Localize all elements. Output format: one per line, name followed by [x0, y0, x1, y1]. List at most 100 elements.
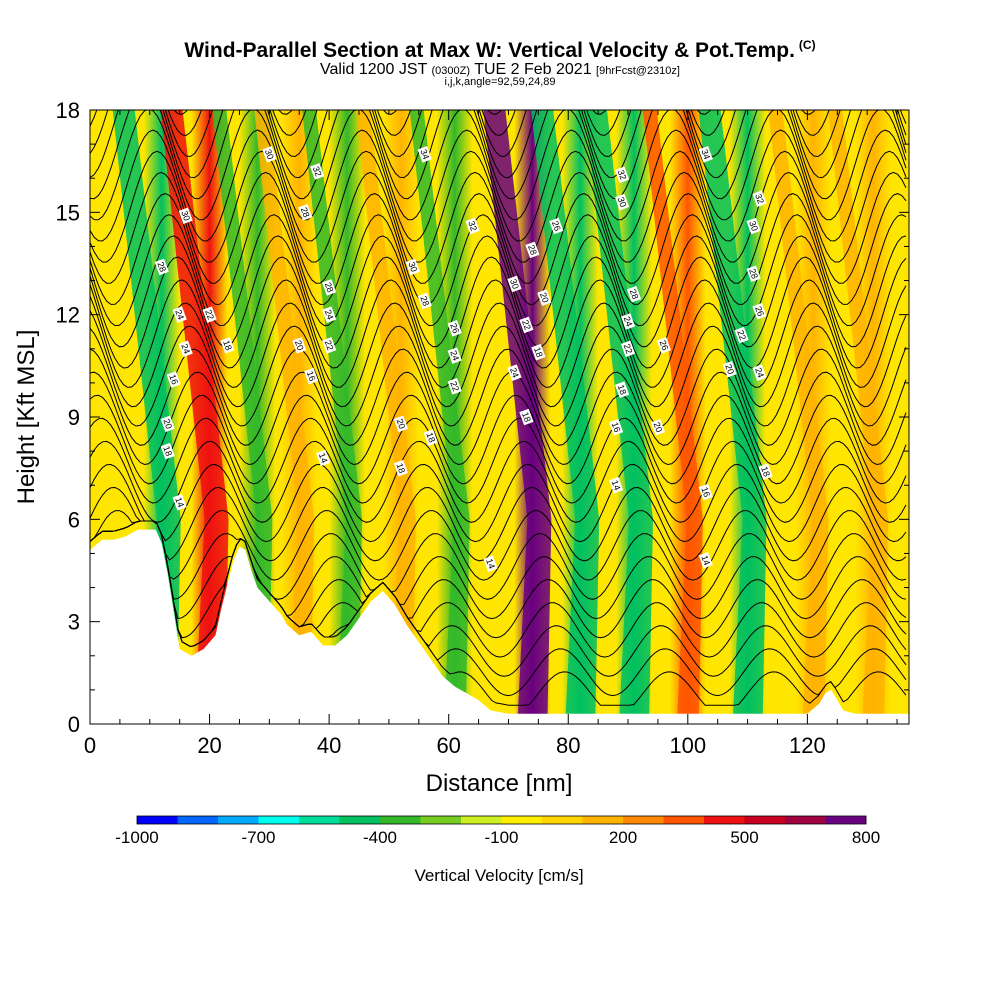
forecast-info: [9hrFcst@2310z] [596, 65, 680, 77]
y-tick-label: 18 [56, 98, 80, 123]
isentrope-label: 24 [622, 315, 635, 328]
colorbar-swatch [704, 816, 745, 824]
isentrope-line [90, 110, 907, 136]
colorbar-tick-label: -700 [241, 828, 275, 847]
isentrope-label: 14 [484, 557, 497, 570]
isentrope-label: 18 [759, 465, 772, 478]
isentrope-label-bg [202, 306, 217, 323]
isentrope-label-bg [698, 551, 713, 569]
isentrope-label: 18 [616, 383, 629, 396]
isentrope-label: 28 [299, 206, 312, 219]
isentrope-label: 30 [747, 220, 760, 233]
velocity-band [160, 110, 229, 724]
velocity-band [483, 110, 552, 724]
isentrope-label: 14 [173, 496, 186, 509]
isentrope-label: 32 [616, 168, 629, 181]
isentrope-label-bg [160, 415, 175, 433]
isentrope-label: 20 [293, 339, 306, 352]
valid-date: TUE 2 Feb 2021 [474, 61, 592, 78]
isentrope-label: 16 [699, 486, 712, 499]
isentrope-label: 26 [753, 305, 766, 318]
isentrope-label-bg [608, 476, 624, 494]
isentrope-label-bg [650, 418, 666, 436]
colorbar-tick-label: -400 [363, 828, 397, 847]
isentrope-label-bg [519, 408, 534, 426]
isentrope-label: 22 [203, 308, 216, 321]
isentrope-label: 28 [323, 281, 336, 294]
isentrope-line [90, 110, 907, 179]
isentrope-label: 26 [448, 322, 461, 335]
isentrope-line [90, 417, 907, 504]
isentrope-label-bg [322, 306, 337, 323]
isentrope-label-bg [166, 371, 181, 388]
isentrope-label: 14 [317, 452, 330, 465]
isentrope-label: 32 [466, 220, 479, 233]
isentrope-label: 18 [161, 445, 174, 458]
isentrope-line [90, 510, 907, 581]
velocity-band [698, 110, 767, 724]
isentrope-label: 28 [628, 288, 641, 301]
isentrope-label: 30 [179, 209, 192, 222]
isentrope-line [173, 110, 816, 115]
isentrope-label-bg [178, 207, 193, 225]
isentrope-label: 16 [305, 370, 318, 383]
isentrope-label-bg [393, 415, 408, 433]
isentrope-label-bg [758, 463, 773, 480]
isentrope-label: 22 [735, 329, 748, 342]
isentrope-line [90, 325, 907, 427]
isentrope-label: 18 [424, 431, 437, 444]
isentrope-line [90, 279, 907, 388]
isentrope-label: 20 [161, 417, 174, 430]
velocity-band [212, 110, 273, 724]
isentrope-label-bg [423, 429, 438, 446]
isentrope-label-bg [525, 241, 540, 259]
y-tick-label: 15 [56, 200, 80, 225]
isentrope-label-bg [698, 483, 713, 501]
colorbar-swatch [663, 816, 705, 824]
isentrope-labels: 16 28 30 24 24 22 18 20 18 14 30 32 34 28 28 24 20 22 16 14… [154, 146, 773, 572]
isentrope-label: 26 [550, 220, 563, 233]
isentrope-label-bg [519, 316, 534, 334]
isentrope-label: 22 [448, 380, 461, 393]
isentrope-line [90, 463, 907, 543]
y-tick-label: 3 [68, 610, 80, 635]
isentrope-line [90, 171, 907, 284]
isentrope-label-bg [220, 337, 235, 354]
isentrope-label-bg [405, 258, 420, 276]
colorbar-tick-label: -1000 [115, 828, 158, 847]
isentrope-label: 26 [657, 339, 670, 352]
isentrope-line [90, 520, 907, 658]
colorbar-tick-label: 800 [852, 828, 880, 847]
colorbar-swatch [218, 816, 259, 824]
isentrope-label-bg [752, 364, 767, 381]
isentrope-label-bg [656, 337, 671, 354]
isentrope-label: 14 [610, 479, 623, 492]
colorbar-swatch [501, 816, 543, 824]
y-tick-label: 0 [68, 712, 80, 737]
isentrope-label: 18 [394, 462, 407, 475]
isentrope-label-bg [746, 265, 761, 283]
terrain [90, 529, 909, 724]
colorbar-swatch [582, 816, 624, 824]
isentrope-label-bg [154, 258, 169, 276]
colorbar-swatch [461, 816, 502, 824]
isentrope-label: 22 [520, 318, 533, 331]
colorbar-label: Vertical Velocity [cm/s] [414, 866, 583, 885]
isentrope-label: 20 [723, 363, 736, 376]
isentrope-label-bg [620, 313, 636, 330]
isentrope-label-bg [316, 449, 331, 467]
isentrope-label-bg [172, 493, 187, 511]
isentrope-label-bg [507, 364, 522, 381]
isentrope-label-bg [537, 289, 552, 306]
colorbar-swatch [785, 816, 826, 824]
isentrope-label-bg [722, 360, 737, 378]
isentrope-label-bg [507, 275, 522, 293]
isentrope-label: 22 [622, 342, 635, 355]
isentrope-line [90, 520, 907, 620]
axes: 0 20 40 60 80 100 120 0 3 6 9 12 15 18 [56, 98, 909, 758]
isentrope-label: 30 [616, 196, 629, 209]
isentrope-label-bg [698, 146, 713, 163]
isentrope-line [90, 129, 907, 242]
y-tick-label: 9 [68, 405, 80, 430]
isentrope-label: 18 [221, 339, 234, 352]
